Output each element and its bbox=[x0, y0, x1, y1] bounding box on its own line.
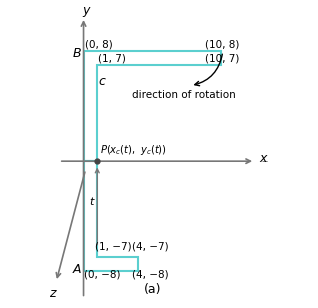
Text: (10, 7): (10, 7) bbox=[205, 53, 239, 63]
Text: t: t bbox=[89, 197, 93, 207]
Text: (1, −7): (1, −7) bbox=[95, 241, 132, 251]
Text: (4, −7): (4, −7) bbox=[132, 241, 169, 251]
Text: B: B bbox=[73, 47, 81, 60]
Text: (a): (a) bbox=[143, 283, 161, 296]
Text: (0, −8): (0, −8) bbox=[84, 270, 121, 280]
Text: direction of rotation: direction of rotation bbox=[132, 90, 235, 100]
Text: (1, 7): (1, 7) bbox=[98, 53, 126, 63]
Text: y: y bbox=[83, 4, 90, 17]
Text: c: c bbox=[99, 75, 106, 88]
Text: –: – bbox=[261, 155, 268, 168]
Text: (10, 8): (10, 8) bbox=[205, 39, 239, 49]
Text: (0, 8): (0, 8) bbox=[85, 39, 112, 49]
FancyArrowPatch shape bbox=[195, 54, 222, 86]
Text: z: z bbox=[49, 287, 55, 300]
Text: (4, −8): (4, −8) bbox=[132, 270, 169, 280]
Text: x: x bbox=[259, 152, 266, 165]
Text: A: A bbox=[73, 263, 81, 276]
Text: $P(x_c(t),\ y_c(t))$: $P(x_c(t),\ y_c(t))$ bbox=[100, 143, 167, 157]
